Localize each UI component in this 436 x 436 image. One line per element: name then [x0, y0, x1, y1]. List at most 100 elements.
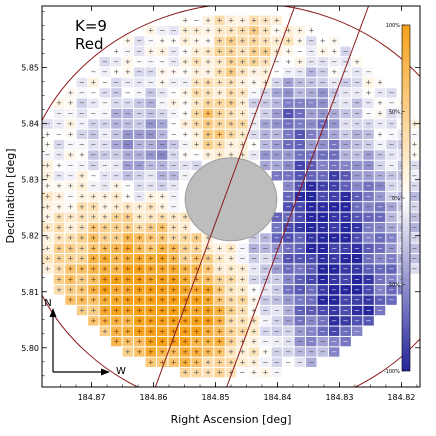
heatmap-cell [294, 222, 306, 233]
heatmap-cell-symbol: − [320, 327, 326, 335]
heatmap-cell-symbol: + [217, 369, 223, 377]
heatmap-cell [283, 67, 294, 77]
heatmap-cell [191, 139, 202, 150]
heatmap-cell [271, 46, 283, 57]
heatmap-cell-symbol: + [79, 151, 85, 159]
heatmap-cell [294, 347, 306, 357]
heatmap-cell-symbol: − [354, 213, 360, 221]
heatmap-cell-symbol: + [171, 307, 177, 315]
heatmap-cell [294, 326, 306, 336]
heatmap-cell-symbol: + [182, 255, 188, 263]
heatmap-cell-symbol: + [182, 27, 188, 35]
heatmap-cell-symbol: − [102, 58, 108, 66]
heatmap-cell-symbol: + [217, 68, 223, 76]
heatmap-cell [214, 295, 225, 305]
heatmap-cell [42, 264, 53, 274]
heatmap-cell [134, 36, 145, 46]
heatmap-cell-symbol: − [331, 307, 337, 315]
heatmap-cell-symbol: + [159, 275, 165, 283]
heatmap-cell-symbol: + [136, 307, 142, 315]
heatmap-cell-symbol: + [228, 338, 234, 346]
heatmap-cell-symbol: − [79, 161, 85, 169]
heatmap-cell-symbol: − [297, 68, 303, 76]
heatmap-cell [248, 316, 260, 326]
heatmap-cell-symbol: − [262, 141, 268, 149]
heatmap-cell-symbol: − [159, 182, 165, 190]
heatmap-cell [134, 88, 145, 98]
heatmap-cell [191, 357, 202, 368]
heatmap-cell [237, 357, 248, 368]
heatmap-cell-symbol: + [45, 141, 51, 149]
heatmap-cell-symbol: − [320, 151, 326, 159]
heatmap-cell-symbol: − [159, 130, 165, 138]
heatmap-cell-symbol: + [217, 47, 223, 55]
heatmap-cell [122, 191, 134, 202]
heatmap-cell-symbol: − [354, 275, 360, 283]
heatmap-cell-symbol: + [45, 265, 51, 273]
heatmap-cell [122, 202, 134, 212]
heatmap-cell-symbol: − [148, 120, 154, 128]
heatmap-cell-symbol: + [205, 327, 211, 335]
heatmap-cell-symbol: + [159, 358, 165, 366]
heatmap-cell-symbol: + [68, 89, 74, 97]
k-label: K=9 [75, 17, 107, 35]
heatmap-cell [191, 67, 202, 77]
heatmap-cell [409, 202, 420, 212]
heatmap-cell-symbol: + [182, 358, 188, 366]
heatmap-cell-symbol: − [297, 265, 303, 273]
heatmap-cell [214, 336, 225, 347]
heatmap-cell-symbol: − [366, 99, 372, 107]
heatmap-cell [122, 336, 134, 347]
heatmap-cell-symbol: − [125, 130, 131, 138]
heatmap-cell [134, 347, 145, 357]
heatmap-cell-symbol: − [79, 78, 85, 86]
heatmap-cell [294, 171, 306, 181]
heatmap-cell [225, 305, 237, 316]
heatmap-cell [340, 326, 351, 336]
heatmap-cell-symbol: − [274, 307, 280, 315]
heatmap-cell-symbol: + [125, 296, 131, 304]
heatmap-cell [99, 108, 111, 119]
heatmap-cell [65, 222, 76, 233]
heatmap-cell-symbol: − [320, 182, 326, 190]
colorbar-tick-label: 100% [386, 23, 401, 29]
heatmap-cell [248, 254, 260, 264]
heatmap-cell [111, 150, 122, 160]
heatmap-cell-symbol: − [125, 182, 131, 190]
heatmap-cell-symbol: + [125, 58, 131, 66]
heatmap-cell [202, 274, 214, 285]
heatmap-cell [202, 150, 214, 160]
heatmap-cell-symbol: − [423, 193, 429, 201]
heatmap-cell [122, 264, 134, 274]
heatmap-cell [421, 181, 431, 190]
heatmap-cell-symbol: − [113, 89, 119, 97]
heatmap-cell-symbol: − [90, 141, 96, 149]
heatmap-cell [145, 181, 156, 191]
heatmap-cell-symbol: − [297, 78, 303, 86]
heatmap-cell-symbol: − [159, 172, 165, 180]
heatmap-cell-symbol: − [297, 99, 303, 107]
heatmap-cell-symbol: + [366, 78, 372, 86]
heatmap-cell [214, 305, 225, 316]
heatmap-cell-symbol: + [79, 203, 85, 211]
heatmap-cell [409, 212, 420, 222]
heatmap-cell-symbol: + [228, 369, 234, 377]
heatmap-cell-symbol: + [240, 348, 246, 356]
heatmap-cell [122, 139, 134, 150]
heatmap-cell [271, 264, 283, 274]
heatmap-cell-symbol: + [171, 265, 177, 273]
heatmap-cell-symbol: − [308, 224, 314, 232]
heatmap-cell [214, 15, 225, 25]
colorbar-tick-label: 50% [389, 110, 400, 116]
heatmap-cell [260, 129, 271, 139]
heatmap-cell-symbol: + [56, 265, 62, 273]
heatmap-cell [328, 347, 340, 357]
heatmap-cell-symbol: − [297, 141, 303, 149]
heatmap-cell [156, 36, 168, 46]
heatmap-cell [340, 212, 351, 222]
heatmap-cell [122, 88, 134, 98]
heatmap-cell-symbol: − [159, 141, 165, 149]
heatmap-cell-symbol: + [240, 141, 246, 149]
heatmap-cell [88, 202, 99, 212]
